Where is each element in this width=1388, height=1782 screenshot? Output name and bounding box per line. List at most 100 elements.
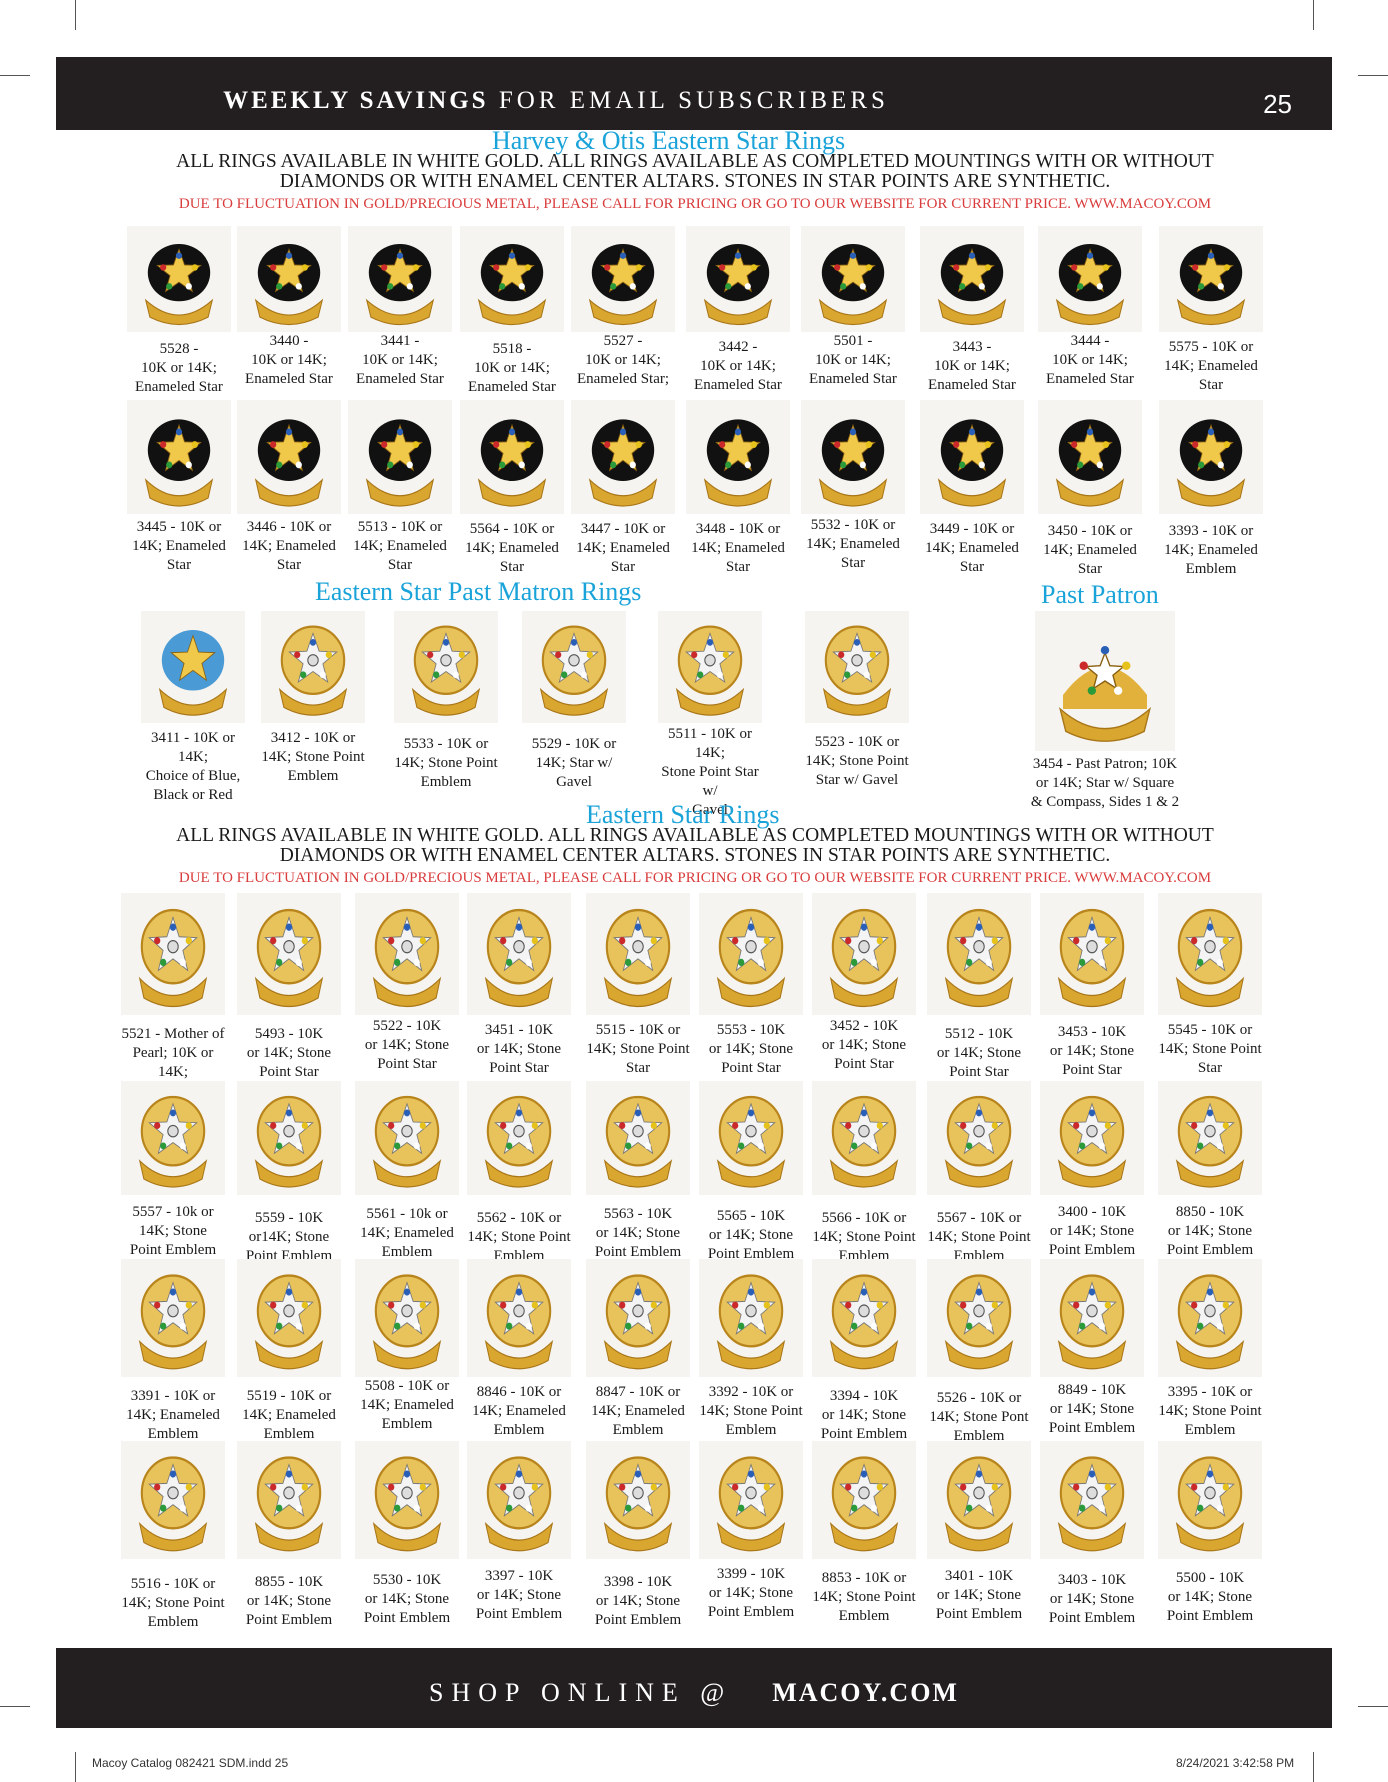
ring-image[interactable] (467, 1441, 571, 1559)
product-item[interactable]: 3411 - 10K or 14K; Choice of Blue, Black… (136, 611, 250, 805)
product-item[interactable]: 3443 - 10K or 14K; Enameled Star (915, 226, 1029, 395)
product-item[interactable]: 3453 - 10K or 14K; Stone Point Star (1035, 893, 1149, 1080)
product-item[interactable]: 5522 - 10K or 14K; Stone Point Star (350, 893, 464, 1074)
ring-image[interactable] (467, 1259, 571, 1377)
ring-image[interactable] (801, 400, 905, 514)
ring-image[interactable] (1040, 893, 1144, 1015)
ring-image[interactable] (586, 1081, 690, 1195)
product-item[interactable]: 5565 - 10K or 14K; Stone Point Emblem (694, 1081, 808, 1264)
product-item[interactable]: 5515 - 10K or 14K; Stone Point Star (581, 893, 695, 1078)
ring-image[interactable] (1158, 1441, 1262, 1559)
product-item[interactable]: 5493 - 10K or 14K; Stone Point Star (232, 893, 346, 1082)
ring-image[interactable] (237, 226, 341, 332)
product-item[interactable]: 3450 - 10K or 14K; Enameled Star (1033, 400, 1147, 579)
ring-image[interactable] (920, 226, 1024, 332)
product-item[interactable]: 3400 - 10K or 14K; Stone Point Emblem (1035, 1081, 1149, 1260)
product-item[interactable]: 5521 - Mother of Pearl; 10K or 14K; Ston… (116, 893, 230, 1101)
ring-image[interactable] (237, 1259, 341, 1377)
ring-image[interactable] (699, 1081, 803, 1195)
ring-image[interactable] (460, 226, 564, 332)
ring-image[interactable] (237, 400, 341, 514)
ring-image[interactable] (927, 893, 1031, 1015)
product-item[interactable]: 5532 - 10K or 14K; Enameled Star (796, 400, 910, 573)
ring-image[interactable] (927, 1081, 1031, 1195)
product-item[interactable]: 3444 - 10K or 14K; Enameled Star (1033, 226, 1147, 389)
product-item[interactable]: 3393 - 10K or 14K; Enameled Emblem (1154, 400, 1268, 579)
ring-image[interactable] (121, 1259, 225, 1377)
product-item[interactable]: 5559 - 10K or14K; Stone Point Emblem (232, 1081, 346, 1266)
ring-image[interactable] (1040, 1441, 1144, 1559)
ring-image[interactable] (121, 1081, 225, 1195)
product-item[interactable]: 3412 - 10K or 14K; Stone Point Emblem (256, 611, 370, 786)
ring-image[interactable] (812, 1081, 916, 1195)
product-item[interactable]: 5557 - 10k or 14K; Stone Point Emblem (116, 1081, 230, 1260)
ring-image[interactable] (1040, 1259, 1144, 1377)
product-item[interactable]: 5527 - 10K or 14K; Enameled Star; (566, 226, 680, 389)
product-item[interactable]: 5563 - 10K or 14K; Stone Point Emblem (581, 1081, 695, 1262)
ring-image[interactable] (1158, 1259, 1262, 1377)
product-item[interactable]: 3454 - Past Patron; 10K or 14K; Star w/ … (1010, 611, 1200, 812)
product-item[interactable]: 3391 - 10K or 14K; Enameled Emblem (116, 1259, 230, 1444)
ring-image[interactable] (699, 1259, 803, 1377)
product-item[interactable]: 8853 - 10K or 14K; Stone Point Emblem (807, 1441, 921, 1626)
product-item[interactable]: 5561 - 10k or 14K; Enameled Emblem (350, 1081, 464, 1262)
product-item[interactable]: 5500 - 10K or 14K; Stone Point Emblem (1153, 1441, 1267, 1626)
product-item[interactable]: 3392 - 10K or 14K; Stone Point Emblem (694, 1259, 808, 1440)
ring-image[interactable] (812, 893, 916, 1015)
ring-image[interactable] (812, 1441, 916, 1559)
product-item[interactable]: 5501 - 10K or 14K; Enameled Star (796, 226, 910, 389)
product-item[interactable]: 5566 - 10K or 14K; Stone Point Emblem (807, 1081, 921, 1266)
ring-image[interactable] (467, 893, 571, 1015)
product-item[interactable]: 3441 - 10K or 14K; Enameled Star (343, 226, 457, 389)
product-item[interactable]: 5564 - 10K or 14K; Enameled Star (455, 400, 569, 577)
ring-image[interactable] (686, 226, 790, 332)
product-item[interactable]: 3451 - 10K or 14K; Stone Point Star (462, 893, 576, 1078)
product-item[interactable]: 3399 - 10K or 14K; Stone Point Emblem (694, 1441, 808, 1622)
product-item[interactable]: 3403 - 10K or 14K; Stone Point Emblem (1035, 1441, 1149, 1628)
product-item[interactable]: 3446 - 10K or 14K; Enameled Star (232, 400, 346, 575)
product-item[interactable]: 5513 - 10K or 14K; Enameled Star (343, 400, 457, 575)
ring-image[interactable] (237, 1081, 341, 1195)
ring-image[interactable] (348, 400, 452, 514)
product-item[interactable]: 3398 - 10K or 14K; Stone Point Emblem (581, 1441, 695, 1630)
ring-image[interactable] (571, 226, 675, 332)
product-item[interactable]: 3447 - 10K or 14K; Enameled Star (566, 400, 680, 577)
ring-image[interactable] (355, 893, 459, 1015)
product-item[interactable]: 5512 - 10K or 14K; Stone Point Star (922, 893, 1036, 1082)
ring-image[interactable] (1040, 1081, 1144, 1195)
ring-image[interactable] (348, 226, 452, 332)
ring-image[interactable] (812, 1259, 916, 1377)
ring-image[interactable] (699, 1441, 803, 1559)
ring-image[interactable] (1158, 893, 1262, 1015)
ring-image[interactable] (686, 400, 790, 514)
product-item[interactable]: 5545 - 10K or 14K; Stone Point Star (1153, 893, 1267, 1078)
product-item[interactable]: 3449 - 10K or 14K; Enameled Star (915, 400, 1029, 577)
product-item[interactable]: 3397 - 10K or 14K; Stone Point Emblem (462, 1441, 576, 1624)
ring-image[interactable] (121, 1441, 225, 1559)
product-item[interactable]: 5529 - 10K or 14K; Star w/ Gavel (517, 611, 631, 792)
ring-image[interactable] (237, 893, 341, 1015)
product-item[interactable]: 5523 - 10K or 14K; Stone Point Star w/ G… (800, 611, 914, 790)
product-item[interactable]: 8847 - 10K or 14K; Enameled Emblem (581, 1259, 695, 1440)
product-item[interactable]: 3445 - 10K or 14K; Enameled Star (122, 400, 236, 575)
ring-image[interactable] (927, 1259, 1031, 1377)
product-item[interactable]: 5518 - 10K or 14K; Enameled Star (455, 226, 569, 397)
product-item[interactable]: 3442 - 10K or 14K; Enameled Star (681, 226, 795, 395)
ring-image[interactable] (805, 611, 909, 723)
product-item[interactable]: 5516 - 10K or 14K; Stone Point Emblem (116, 1441, 230, 1632)
ring-image[interactable] (699, 893, 803, 1015)
ring-image[interactable] (586, 1441, 690, 1559)
product-item[interactable]: 8846 - 10K or 14K; Enameled Emblem (462, 1259, 576, 1440)
product-item[interactable]: 5519 - 10K or 14K; Enameled Emblem (232, 1259, 346, 1444)
product-item[interactable]: 3448 - 10K or 14K; Enameled Star (681, 400, 795, 577)
ring-image[interactable] (586, 1259, 690, 1377)
ring-image[interactable] (355, 1259, 459, 1377)
ring-image[interactable] (355, 1081, 459, 1195)
ring-image[interactable] (1159, 400, 1263, 514)
product-item[interactable]: 5526 - 10K or 14K; Stone Pont Emblem (922, 1259, 1036, 1446)
ring-image[interactable] (261, 611, 365, 723)
ring-image[interactable] (1158, 1081, 1262, 1195)
product-item[interactable]: 5562 - 10K or 14K; Stone Point Emblem (462, 1081, 576, 1266)
product-item[interactable]: 8849 - 10K or 14K; Stone Point Emblem (1035, 1259, 1149, 1438)
product-item[interactable]: 5553 - 10K or 14K; Stone Point Star (694, 893, 808, 1078)
